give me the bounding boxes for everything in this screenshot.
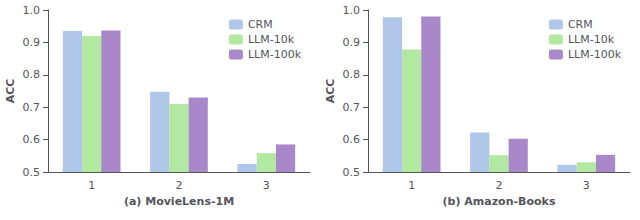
svg-text:ACC: ACC: [324, 79, 337, 104]
svg-text:0.5: 0.5: [23, 166, 41, 179]
svg-text:CRM: CRM: [248, 18, 273, 31]
svg-text:0.6: 0.6: [23, 133, 41, 146]
svg-text:LLM-10k: LLM-10k: [568, 33, 615, 46]
svg-text:3: 3: [263, 179, 270, 192]
svg-text:(b) Amazon-Books: (b) Amazon-Books: [443, 195, 556, 208]
svg-text:0.6: 0.6: [343, 133, 361, 146]
svg-text:CRM: CRM: [568, 18, 593, 31]
svg-text:LLM-10k: LLM-10k: [248, 33, 295, 46]
svg-text:0.7: 0.7: [23, 101, 41, 114]
svg-text:0.8: 0.8: [23, 68, 41, 81]
svg-text:1: 1: [88, 179, 95, 192]
svg-text:(a) MovieLens-1M: (a) MovieLens-1M: [124, 195, 234, 208]
svg-text:1.0: 1.0: [23, 4, 41, 17]
svg-text:2: 2: [496, 179, 503, 192]
svg-text:2: 2: [176, 179, 183, 192]
svg-text:1.0: 1.0: [343, 4, 361, 17]
svg-text:0.7: 0.7: [343, 101, 361, 114]
svg-text:1: 1: [408, 179, 415, 192]
svg-text:0.8: 0.8: [343, 68, 361, 81]
svg-text:LLM-100k: LLM-100k: [568, 48, 622, 61]
svg-text:LLM-100k: LLM-100k: [248, 48, 302, 61]
svg-text:ACC: ACC: [4, 79, 17, 104]
svg-text:0.9: 0.9: [343, 36, 361, 49]
svg-text:0.9: 0.9: [23, 36, 41, 49]
svg-text:0.5: 0.5: [343, 166, 361, 179]
svg-text:3: 3: [583, 179, 590, 192]
